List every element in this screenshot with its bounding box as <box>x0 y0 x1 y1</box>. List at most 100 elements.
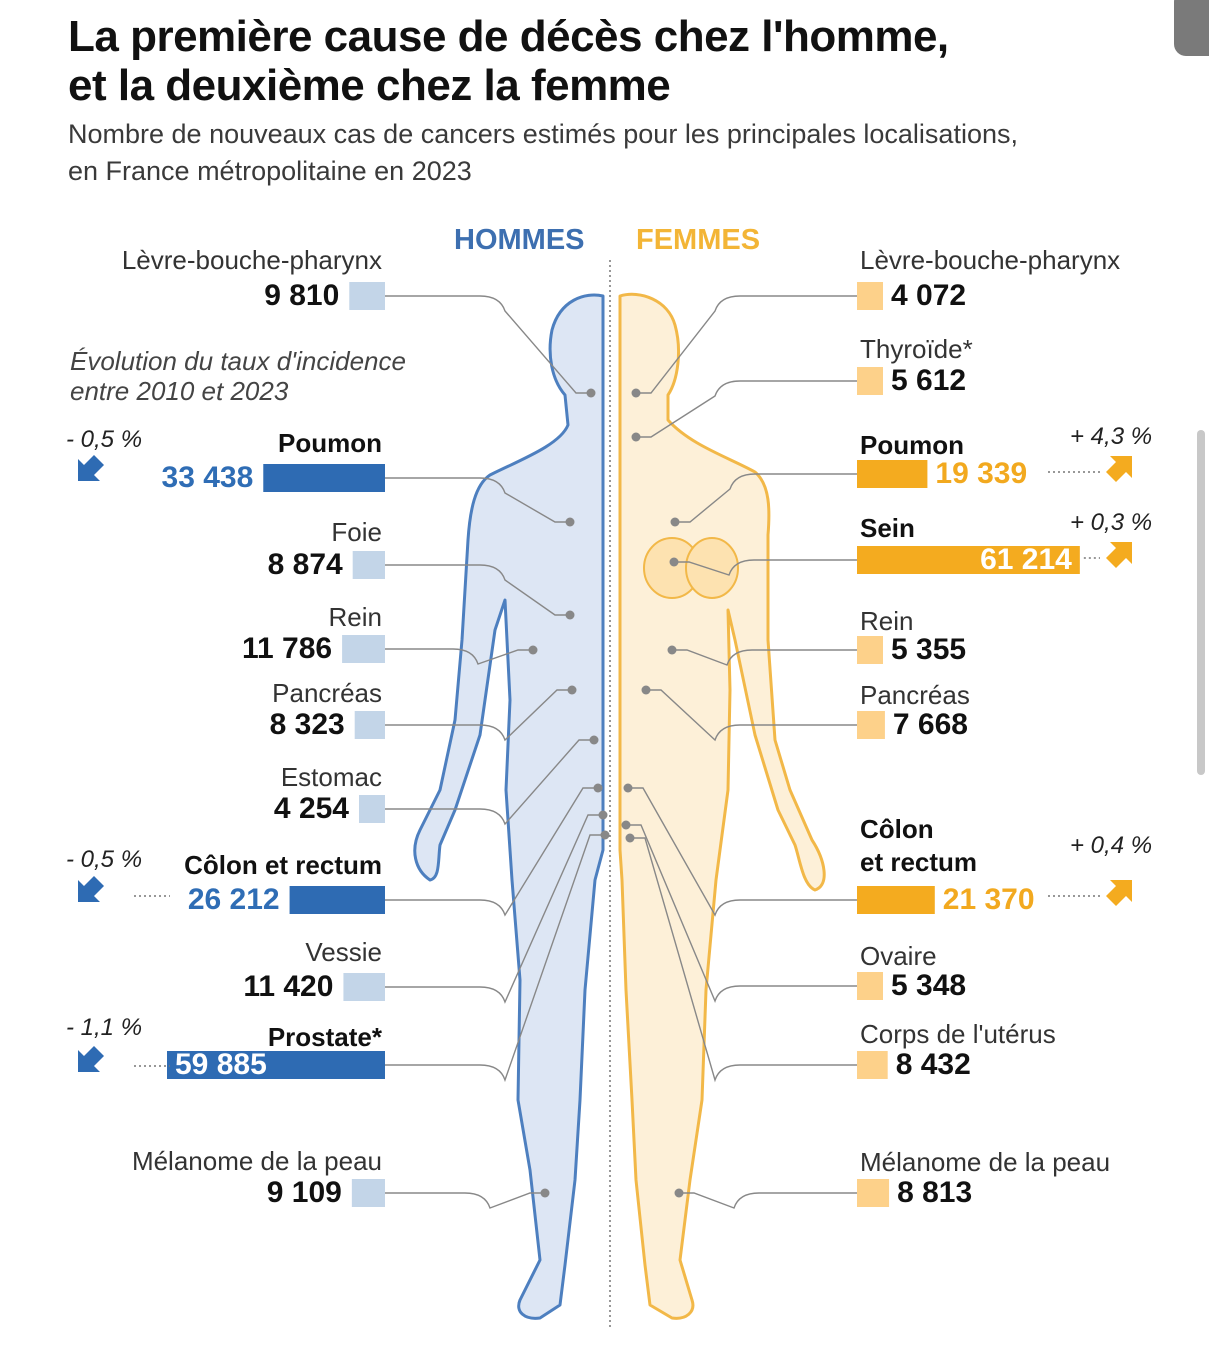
women-connector-9 <box>679 1192 857 1209</box>
women-value-9: 8 813 <box>897 1176 973 1209</box>
women-label-6-a: Côlon <box>860 814 934 844</box>
men-bar-9 <box>351 1179 385 1207</box>
men-bar-2 <box>352 551 385 579</box>
men-bar-0 <box>349 282 385 310</box>
women-dot-2 <box>670 517 680 527</box>
men-dot-9 <box>540 1188 550 1198</box>
men-arrow-1 <box>78 455 104 481</box>
men-value-1: 33 438 <box>161 461 254 494</box>
men-value-5: 4 254 <box>273 792 349 825</box>
men-dot-3 <box>528 645 538 655</box>
women-value-7: 5 348 <box>891 969 967 1002</box>
men-dot-7 <box>598 810 608 820</box>
men-value-0: 9 810 <box>264 279 340 312</box>
women-value-0: 4 072 <box>891 279 967 312</box>
men-bar-4 <box>354 711 385 739</box>
title-line-2: et la deuxième chez la femme <box>68 61 671 110</box>
women-connector-8 <box>630 837 857 1083</box>
women-label-8: Corps de l'utérus <box>860 1019 1056 1049</box>
window-corner <box>1174 0 1209 56</box>
women-dot-9 <box>674 1188 684 1198</box>
men-dot-1 <box>565 517 575 527</box>
women-arrow-3 <box>1106 542 1132 568</box>
men-value-4: 8 323 <box>269 708 345 741</box>
women-value-6: 21 370 <box>942 883 1035 916</box>
men-change-1: - 0,5 % <box>66 426 143 453</box>
women-connector-6 <box>628 787 857 917</box>
women-bar-9 <box>857 1179 890 1207</box>
men-label-4: Pancréas <box>272 678 382 708</box>
men-dot-4 <box>567 685 577 695</box>
men-value-3: 11 786 <box>242 632 333 665</box>
men-connector-2 <box>385 564 570 616</box>
men-connector-5 <box>385 739 594 826</box>
women-bar-0 <box>857 282 883 310</box>
women-connector-0 <box>636 295 857 394</box>
women-connector-4 <box>672 649 857 666</box>
men-label-7: Vessie <box>305 937 382 967</box>
women-value-5: 7 668 <box>892 708 968 741</box>
men-connector-8 <box>385 834 605 1083</box>
women-dot-4 <box>667 645 677 655</box>
men-bar-8 <box>167 1051 385 1079</box>
women-label-7: Ovaire <box>860 941 937 971</box>
men-value-8: 59 885 <box>175 1048 267 1081</box>
women-bar-8 <box>857 1051 888 1079</box>
men-dot-2 <box>565 610 575 620</box>
heading-women: FEMMES <box>636 224 761 256</box>
men-dot-6 <box>593 783 603 793</box>
men-connector-6 <box>385 787 598 917</box>
women-bar-7 <box>857 972 883 1000</box>
women-bar-4 <box>857 636 883 664</box>
men-bar-3 <box>342 635 385 663</box>
incidence-note: Évolution du taux d'incidence entre 2010… <box>70 346 406 406</box>
men-label-8: Prostate* <box>267 1022 382 1052</box>
women-dot-7 <box>621 820 631 830</box>
men-label-5: Estomac <box>280 762 382 792</box>
women-bar-1 <box>857 367 883 395</box>
men-label-1: Poumon <box>278 428 382 458</box>
men-connector-3 <box>385 648 533 665</box>
men-change-8: - 1,1 % <box>66 1014 143 1041</box>
men-label-6: Côlon et rectum <box>184 850 382 880</box>
men-label-9: Mélanome de la peau <box>131 1146 382 1176</box>
women-connector-3 <box>674 559 857 576</box>
women-value-3: 61 214 <box>980 543 1072 576</box>
men-dot-0 <box>586 388 596 398</box>
women-label-4: Rein <box>860 606 914 636</box>
title-line-1: La première cause de décès chez l'homme, <box>68 12 949 61</box>
women-arrow-2 <box>1106 456 1132 482</box>
men-bar-1 <box>263 464 385 492</box>
subtitle-line-1: Nombre de nouveaux cas de cancers estimé… <box>68 119 1018 149</box>
men-connector-1 <box>385 477 570 523</box>
women-bar-5 <box>857 711 885 739</box>
men-connector-4 <box>385 689 572 742</box>
women-value-4: 5 355 <box>891 633 967 666</box>
scrollbar[interactable] <box>1197 430 1205 775</box>
men-change-6: - 0,5 % <box>66 846 143 873</box>
female-silhouette <box>618 292 826 1320</box>
subtitle-line-2: en France métropolitaine en 2023 <box>68 156 472 186</box>
men-dot-8 <box>600 830 610 840</box>
women-change-2: + 4,3 % <box>1070 423 1153 450</box>
women-connector-7 <box>626 824 857 1003</box>
women-dot-8 <box>625 833 635 843</box>
women-label-3: Sein <box>860 513 915 543</box>
women-bar-3 <box>857 546 1080 574</box>
men-value-6: 26 212 <box>187 883 280 916</box>
women-change-3: + 0,3 % <box>1070 509 1153 536</box>
men-label-2: Foie <box>331 517 382 547</box>
women-arrow-6 <box>1106 880 1132 906</box>
male-silhouette <box>413 293 605 1320</box>
women-label-5: Pancréas <box>860 680 970 710</box>
men-connector-7 <box>385 814 603 1004</box>
women-value-8: 8 432 <box>895 1048 971 1081</box>
incidence-note-line-2: entre 2010 et 2023 <box>70 376 289 406</box>
women-value-1: 5 612 <box>891 364 967 397</box>
women-value-2: 19 339 <box>935 457 1028 490</box>
women-label-0: Lèvre-bouche-pharynx <box>860 245 1121 275</box>
women-label-9: Mélanome de la peau <box>860 1147 1111 1177</box>
men-label-3: Rein <box>328 602 382 632</box>
men-dot-5 <box>589 735 599 745</box>
